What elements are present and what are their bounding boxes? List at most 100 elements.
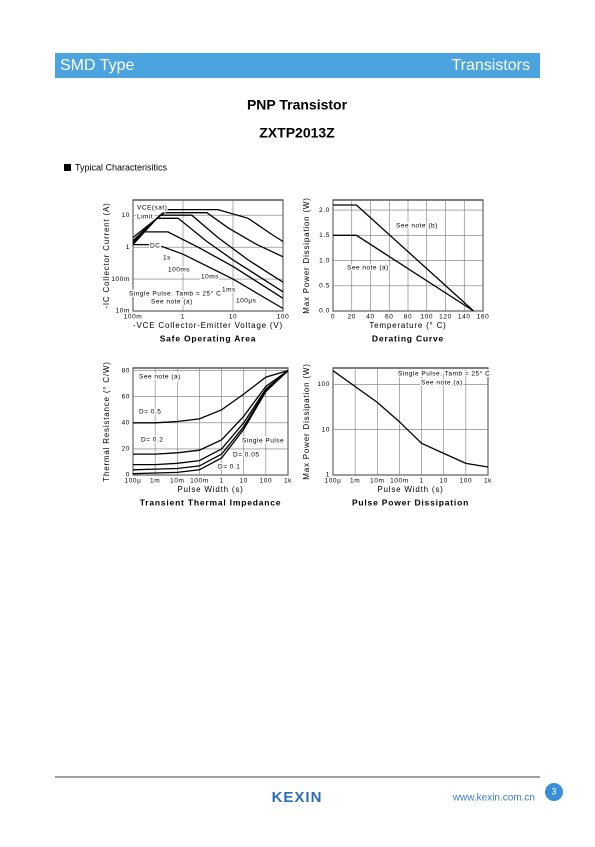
y-tick-label: 10 — [322, 426, 330, 433]
x-tick-label: 80 — [404, 314, 412, 321]
series-line — [133, 370, 289, 455]
series-label: See note (b) — [396, 223, 438, 230]
annotation: See note (a) — [151, 299, 193, 306]
x-tick-label: 1m — [150, 478, 160, 485]
series-label: 1ms — [222, 287, 236, 294]
annotation: See note (a) — [421, 380, 463, 387]
series-line — [133, 369, 289, 424]
x-tick-label: 10 — [239, 478, 247, 485]
y-tick-label: 40 — [122, 420, 130, 427]
y-tick-label: 1 — [326, 472, 330, 479]
series-line — [333, 234, 474, 312]
x-tick-label: 1 — [181, 314, 185, 321]
series-label: 10ms — [201, 274, 219, 281]
series-label: DC — [150, 243, 160, 250]
y-tick-label: 2.0 — [319, 207, 330, 214]
series-label: D= 0.1 — [218, 464, 240, 471]
header-left: SMD Type — [60, 57, 135, 74]
x-tick-label: 1 — [219, 478, 223, 485]
x-tick-label: 10m — [170, 478, 184, 485]
series-label: D= 0.05 — [233, 452, 259, 459]
annotation: Single Pulse. Tamb = 25° C — [129, 290, 221, 298]
section-title: Typical Characterisitics — [75, 162, 168, 172]
bullet — [64, 164, 71, 171]
chart-title: Pulse Power Dissipation — [352, 497, 469, 507]
x-tick-label: 10m — [370, 478, 384, 485]
page-number: 3 — [551, 786, 556, 796]
x-tick-label: 100m — [124, 314, 143, 321]
y-tick-label: 1.0 — [319, 257, 330, 264]
x-tick-label: 100µ — [125, 478, 142, 485]
page-badge — [545, 783, 563, 801]
title: PNP Transistor — [247, 97, 348, 113]
series-label: D= 0.5 — [139, 409, 161, 416]
y-tick-label: 0.5 — [319, 282, 330, 289]
series-line — [141, 231, 284, 299]
series-label: Single Pulse — [242, 438, 284, 445]
y-axis-title: -IC Collector Current (A) — [102, 202, 111, 308]
series-label: 1s — [163, 255, 171, 262]
chart-title: Derating Curve — [372, 333, 444, 343]
x-tick-label: 10 — [439, 478, 447, 485]
x-tick-label: 140 — [458, 314, 471, 321]
header-right: Transistors — [451, 57, 530, 74]
y-tick-label: 100 — [317, 381, 330, 388]
x-tick-label: 1k — [284, 478, 292, 485]
chart-title: Transient Thermal Impedance — [140, 497, 282, 507]
series-label: 100µs — [236, 298, 257, 305]
y-tick-label: 1 — [126, 244, 130, 251]
x-tick-label: 100m — [390, 478, 409, 485]
x-tick-label: 10 — [229, 314, 237, 321]
annotation: VCE(sat) — [137, 205, 167, 212]
y-tick-label: 60 — [122, 393, 130, 400]
x-tick-label: 40 — [366, 314, 374, 321]
x-axis-title: Pulse Width (s) — [177, 485, 243, 494]
x-tick-label: 0 — [331, 314, 335, 321]
x-tick-label: 100 — [277, 314, 290, 321]
series-label: 100ms — [168, 267, 190, 274]
part-number: ZXTP2013Z — [259, 125, 335, 141]
y-tick-label: 100m — [111, 276, 130, 283]
series-label: D= 0.2 — [141, 437, 163, 444]
x-tick-label: 1m — [350, 478, 360, 485]
plot-area — [132, 367, 289, 476]
x-tick-label: 100µ — [325, 478, 342, 485]
y-tick-label: 0.0 — [319, 308, 330, 315]
series-line — [133, 243, 284, 310]
series-line — [132, 370, 289, 475]
y-tick-label: 0 — [126, 472, 130, 479]
y-tick-label: 1.5 — [319, 232, 330, 239]
chart-title: Safe Operating Area — [160, 333, 257, 343]
x-tick-label: 100m — [190, 478, 209, 485]
series-label: See note (a) — [347, 265, 389, 272]
series-line — [132, 370, 289, 471]
x-tick-label: 1 — [419, 478, 423, 485]
x-tick-label: 20 — [348, 314, 356, 321]
charts: 100m 1 10 10010m100m110DC1s100ms10ms1ms100µ… — [102, 197, 492, 507]
annotation: Single Pulse. Tamb = 25° C — [398, 370, 490, 378]
series-line — [133, 370, 289, 466]
y-tick-label: 80 — [122, 367, 130, 374]
series-line — [333, 204, 475, 312]
x-tick-label: 60 — [385, 314, 393, 321]
x-tick-label: 120 — [439, 314, 452, 321]
x-tick-label: 100 — [460, 478, 473, 485]
y-axis-title: Max Power Dissipation (W) — [302, 197, 311, 313]
x-tick-label: 100 — [420, 314, 433, 321]
x-axis-title: Temperature (° C) — [369, 321, 446, 330]
x-axis-title: Pulse Width (s) — [377, 485, 443, 494]
x-tick-label: 100 — [260, 478, 273, 485]
series-line — [132, 208, 284, 243]
x-tick-label: 1k — [484, 478, 492, 485]
footer-logo: KEXIN — [272, 789, 323, 806]
y-tick-label: 10 — [122, 212, 130, 219]
header-bar — [55, 53, 540, 78]
x-tick-label: 160 — [477, 314, 490, 321]
y-axis-title: Thermal Resistance (° C/W) — [102, 361, 111, 481]
y-tick-label: 10m — [116, 308, 130, 315]
y-axis-title: Max Power Dissipation (W) — [302, 363, 311, 479]
annotation: See note (a) — [139, 374, 181, 381]
footer-url: www.kexin.com.cn — [452, 793, 535, 804]
plot-area — [332, 367, 489, 476]
